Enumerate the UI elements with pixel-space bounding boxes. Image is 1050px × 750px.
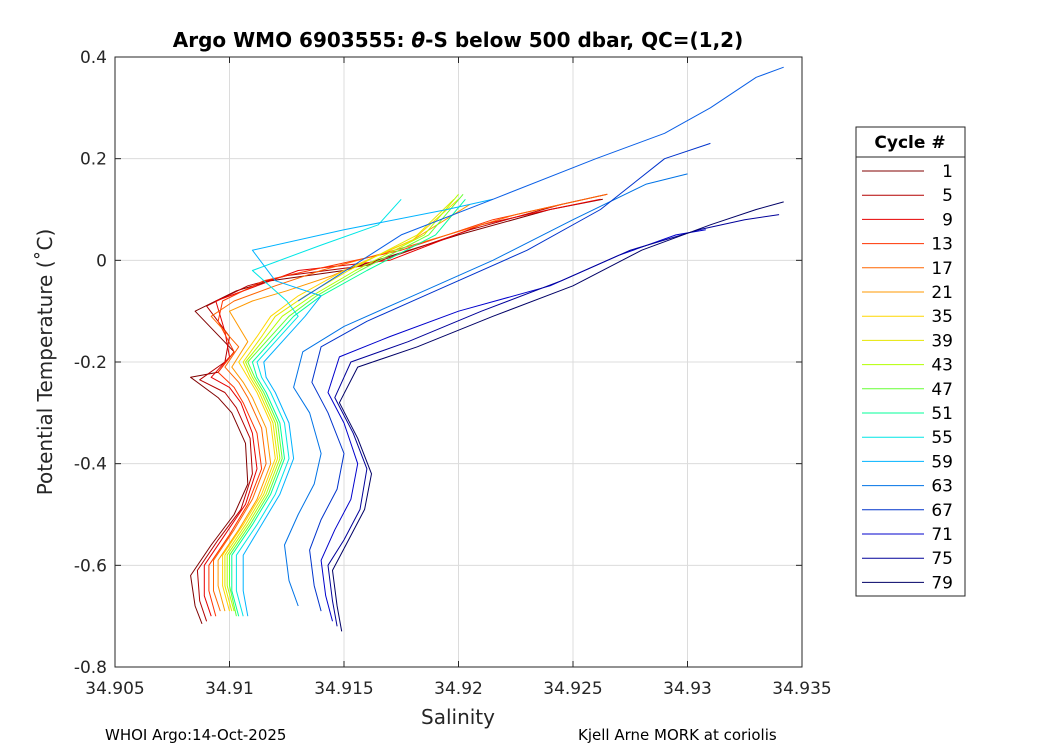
series-line-67 [309, 142, 711, 612]
series-line-63 [284, 173, 688, 607]
x-tick-label: 34.915 [314, 679, 373, 699]
y-tick-label: 0.2 [80, 150, 107, 170]
y-axis-label: Potential Temperature (˚C) [33, 229, 57, 496]
x-tick-label: 34.925 [543, 679, 602, 699]
legend-label: 63 [931, 477, 953, 497]
series-line-79 [332, 201, 784, 632]
legend-label: 79 [931, 573, 953, 593]
legend-label: 9 [942, 210, 953, 230]
series-line-9 [203, 198, 601, 617]
series-line-71 [320, 229, 706, 622]
series-line-17 [210, 193, 608, 612]
chart-title: Argo WMO 6903555: θ-S below 500 dbar, QC… [173, 28, 743, 52]
footer-left: WHOI Argo:14-Oct-2025 [105, 726, 286, 744]
series-line-75 [327, 214, 780, 627]
y-tick-label: -0.8 [74, 658, 107, 678]
x-tick-label: 34.93 [663, 679, 712, 699]
series-line-39 [224, 198, 455, 612]
series-line-47 [229, 193, 464, 617]
legend-label: 1 [942, 162, 953, 182]
x-tick-label: 34.91 [205, 679, 254, 699]
legend-box [855, 126, 966, 597]
series-line-extra-18 [297, 66, 784, 302]
x-axis-label: Salinity [421, 705, 495, 729]
series-line-5 [196, 193, 608, 622]
legend-label: 55 [931, 428, 953, 448]
y-tick-label: 0 [96, 251, 107, 271]
series-line-13 [208, 203, 562, 617]
legend-title: Cycle # [874, 133, 945, 153]
x-tick-label: 34.92 [434, 679, 483, 699]
series-line-21 [217, 203, 471, 612]
series-line-1 [190, 198, 603, 624]
legend-label: 17 [931, 259, 953, 279]
series-line-35 [222, 198, 459, 612]
x-tick-label: 34.905 [85, 679, 144, 699]
data-series [190, 66, 784, 632]
legend-label: 67 [931, 501, 953, 521]
axis-ticks: 34.905 34.91 34.915 34.92 34.925 34.93 34.935 -… [74, 48, 832, 699]
series-line-51 [231, 198, 466, 617]
footer-right: Kjell Arne MORK at coriolis [578, 726, 777, 744]
x-tick-label: 34.935 [772, 679, 831, 699]
legend-label: 21 [931, 283, 953, 303]
y-tick-label: 0.4 [80, 48, 107, 68]
series-line-43 [226, 193, 459, 612]
legend-label: 43 [931, 356, 953, 376]
legend-label: 59 [931, 452, 953, 472]
legend-label: 13 [931, 235, 953, 255]
legend: Cycle # 15913172135394347515559636771757… [855, 126, 966, 597]
legend-label: 5 [942, 186, 953, 206]
legend-label: 51 [931, 404, 953, 424]
legend-label: 47 [931, 380, 953, 400]
y-tick-label: -0.6 [74, 556, 107, 576]
y-tick-label: -0.2 [74, 353, 107, 373]
legend-label: 71 [931, 525, 953, 545]
y-tick-label: -0.4 [74, 455, 107, 475]
legend-label: 35 [931, 307, 953, 327]
legend-label: 39 [931, 331, 953, 351]
series-line-59 [242, 198, 494, 617]
series-line-55 [235, 198, 402, 617]
legend-label: 75 [931, 549, 953, 569]
